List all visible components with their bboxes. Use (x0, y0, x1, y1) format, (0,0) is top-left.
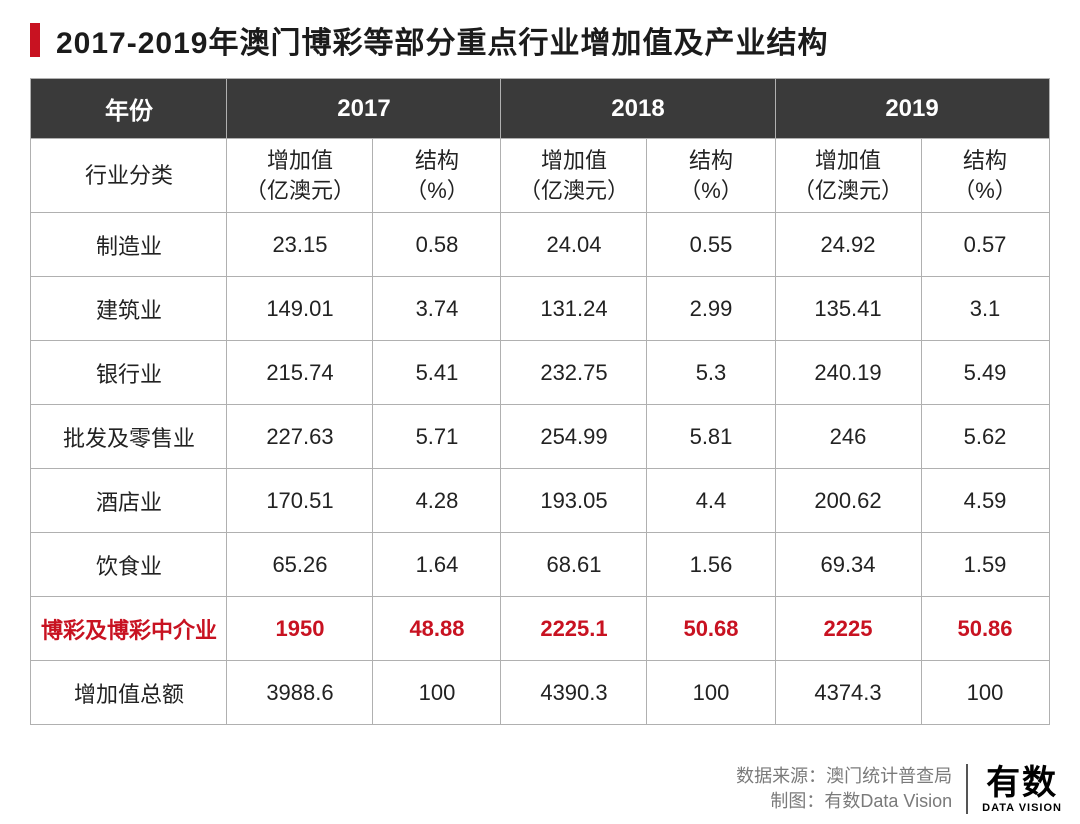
brand-logo: 有数 DATA VISION (982, 766, 1062, 814)
source-line: 数据来源：澳门统计普查局 (736, 764, 952, 789)
footer: 数据来源：澳门统计普查局 制图：有数Data Vision 有数 DATA VI… (736, 764, 1062, 814)
cell: 3.74 (373, 277, 501, 341)
industry-table: 年份 2017 2018 2019 行业分类 增加值（亿澳元） 结构（%） 增加… (30, 78, 1049, 725)
cell: 2225.1 (501, 597, 647, 661)
accent-tab (30, 23, 40, 57)
row-label: 银行业 (31, 341, 227, 405)
th-year-2018: 2018 (501, 79, 775, 139)
th-category-label: 行业分类 (31, 139, 227, 213)
row-label: 建筑业 (31, 277, 227, 341)
cell: 23.15 (227, 213, 373, 277)
th-year-2019: 2019 (775, 79, 1049, 139)
page-root: 2017-2019年澳门博彩等部分重点行业增加值及产业结构 年份 2017 20… (0, 0, 1080, 824)
cell: 100 (373, 661, 501, 725)
cell: 2.99 (647, 277, 775, 341)
row-label: 批发及零售业 (31, 405, 227, 469)
credit-label: 制图： (770, 791, 824, 811)
credit-line: 制图：有数Data Vision (736, 789, 952, 814)
th-year-2017: 2017 (227, 79, 501, 139)
th-sub-val-2018: 增加值（亿澳元） (501, 139, 647, 213)
cell: 254.99 (501, 405, 647, 469)
table-row: 饮食业65.261.6468.611.5669.341.59 (31, 533, 1049, 597)
cell: 5.49 (921, 341, 1049, 405)
th-sub-pct-2018: 结构（%） (647, 139, 775, 213)
cell: 0.57 (921, 213, 1049, 277)
source-block: 数据来源：澳门统计普查局 制图：有数Data Vision (736, 764, 968, 814)
cell: 227.63 (227, 405, 373, 469)
cell: 48.88 (373, 597, 501, 661)
cell: 170.51 (227, 469, 373, 533)
header-row-sub: 行业分类 增加值（亿澳元） 结构（%） 增加值（亿澳元） 结构（%） 增加值（亿… (31, 139, 1049, 213)
cell: 4390.3 (501, 661, 647, 725)
source-label: 数据来源： (736, 766, 826, 786)
cell: 50.86 (921, 597, 1049, 661)
cell: 4.28 (373, 469, 501, 533)
logo-cn: 有数 (986, 766, 1058, 800)
cell: 2225 (775, 597, 921, 661)
cell: 68.61 (501, 533, 647, 597)
credit-value: 有数Data Vision (824, 791, 952, 811)
cell: 200.62 (775, 469, 921, 533)
header-row-years: 年份 2017 2018 2019 (31, 79, 1049, 139)
cell: 0.58 (373, 213, 501, 277)
table-body: 制造业23.150.5824.040.5524.920.57建筑业149.013… (31, 213, 1049, 725)
cell: 69.34 (775, 533, 921, 597)
cell: 5.41 (373, 341, 501, 405)
cell: 1.56 (647, 533, 775, 597)
row-label: 酒店业 (31, 469, 227, 533)
table-row: 批发及零售业227.635.71254.995.812465.62 (31, 405, 1049, 469)
cell: 1950 (227, 597, 373, 661)
cell: 0.55 (647, 213, 775, 277)
source-value: 澳门统计普查局 (826, 766, 952, 786)
cell: 5.81 (647, 405, 775, 469)
cell: 65.26 (227, 533, 373, 597)
cell: 24.92 (775, 213, 921, 277)
title-bar: 2017-2019年澳门博彩等部分重点行业增加值及产业结构 (30, 18, 1050, 62)
cell: 24.04 (501, 213, 647, 277)
cell: 131.24 (501, 277, 647, 341)
th-sub-val-2019: 增加值（亿澳元） (775, 139, 921, 213)
cell: 1.64 (373, 533, 501, 597)
cell: 240.19 (775, 341, 921, 405)
cell: 3.1 (921, 277, 1049, 341)
logo-en: DATA VISION (982, 802, 1062, 814)
table-row: 建筑业149.013.74131.242.99135.413.1 (31, 277, 1049, 341)
cell: 149.01 (227, 277, 373, 341)
th-sub-val-2017: 增加值（亿澳元） (227, 139, 373, 213)
cell: 5.3 (647, 341, 775, 405)
cell: 193.05 (501, 469, 647, 533)
cell: 232.75 (501, 341, 647, 405)
cell: 5.71 (373, 405, 501, 469)
table-row: 银行业215.745.41232.755.3240.195.49 (31, 341, 1049, 405)
table-row: 酒店业170.514.28193.054.4200.624.59 (31, 469, 1049, 533)
cell: 50.68 (647, 597, 775, 661)
cell: 215.74 (227, 341, 373, 405)
table-row: 制造业23.150.5824.040.5524.920.57 (31, 213, 1049, 277)
cell: 246 (775, 405, 921, 469)
cell: 4.4 (647, 469, 775, 533)
cell: 100 (647, 661, 775, 725)
row-label: 增加值总额 (31, 661, 227, 725)
table-row: 增加值总额3988.61004390.31004374.3100 (31, 661, 1049, 725)
row-label: 饮食业 (31, 533, 227, 597)
row-label: 博彩及博彩中介业 (31, 597, 227, 661)
th-sub-pct-2019: 结构（%） (921, 139, 1049, 213)
th-year-label: 年份 (31, 79, 227, 139)
row-label: 制造业 (31, 213, 227, 277)
table-head: 年份 2017 2018 2019 行业分类 增加值（亿澳元） 结构（%） 增加… (31, 79, 1049, 213)
table-row: 博彩及博彩中介业195048.882225.150.68222550.86 (31, 597, 1049, 661)
cell: 1.59 (921, 533, 1049, 597)
cell: 100 (921, 661, 1049, 725)
cell: 4.59 (921, 469, 1049, 533)
cell: 3988.6 (227, 661, 373, 725)
page-title: 2017-2019年澳门博彩等部分重点行业增加值及产业结构 (56, 18, 828, 62)
cell: 4374.3 (775, 661, 921, 725)
cell: 135.41 (775, 277, 921, 341)
cell: 5.62 (921, 405, 1049, 469)
th-sub-pct-2017: 结构（%） (373, 139, 501, 213)
